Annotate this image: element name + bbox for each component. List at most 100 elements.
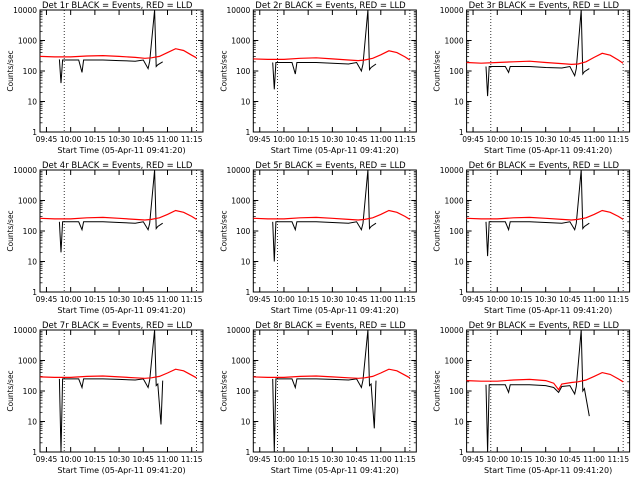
y-tick-label: 1000 (445, 197, 464, 206)
y-tick-label: 10 (454, 98, 464, 107)
x-tick-label: 09:45 (249, 455, 271, 464)
x-tick-label: 10:00 (273, 135, 295, 144)
detector-panel: Det 3r BLACK = Events, RED = LLD 1 10 100 10… (433, 1, 631, 155)
x-tick-label: 10:15 (297, 455, 319, 464)
y-tick-label: 100 (236, 227, 251, 236)
y-tick-label: 10000 (440, 166, 464, 175)
x-tick-label: 10:30 (108, 135, 130, 144)
x-tick-label: 11:15 (607, 295, 629, 304)
x-tick-label: 10:00 (60, 295, 82, 304)
lld-series-line (253, 50, 411, 62)
x-tick-label: 09:45 (462, 455, 484, 464)
x-tick-label: 10:15 (84, 295, 106, 304)
y-axis-label: Counts/sec (433, 50, 442, 91)
x-tick-label: 10:45 (346, 135, 368, 144)
y-tick-label: 1 (32, 448, 37, 457)
x-tick-label: 10:00 (486, 135, 508, 144)
x-tick-label: 09:45 (462, 135, 484, 144)
y-tick-label: 100 (236, 387, 251, 396)
x-tick-label: 10:30 (322, 455, 344, 464)
lld-series-line (466, 209, 624, 221)
x-tick-label: 10:15 (84, 455, 106, 464)
x-tick-label: 09:45 (462, 295, 484, 304)
y-tick-label: 100 (449, 387, 464, 396)
x-tick-label: 11:15 (607, 135, 629, 144)
x-tick-label: 10:15 (297, 135, 319, 144)
panel-title: Det 5r BLACK = Events, RED = LLD (255, 161, 406, 171)
y-tick-label: 1000 (445, 37, 464, 46)
panel-title: Det 3r BLACK = Events, RED = LLD (469, 1, 620, 11)
y-tick-label: 10000 (440, 326, 464, 335)
events-series-line (485, 9, 590, 97)
x-tick-label: 11:00 (370, 295, 392, 304)
y-axis-label: Counts/sec (6, 50, 15, 91)
lld-series-line (39, 48, 197, 59)
x-tick-label: 09:45 (36, 455, 58, 464)
y-tick-label: 100 (23, 67, 38, 76)
lld-series-line (466, 52, 624, 66)
y-tick-label: 10 (241, 258, 251, 267)
detector-panel: Det 4r BLACK = Events, RED = LLD 1 10 100 10… (6, 161, 204, 315)
y-tick-label: 1 (459, 448, 464, 457)
x-tick-label: 10:30 (322, 135, 344, 144)
x-axis-label: Start Time (05-Apr-11 09:41:20) (484, 146, 612, 155)
x-tick-label: 10:45 (559, 295, 581, 304)
x-tick-label: 10:45 (132, 295, 154, 304)
x-tick-label: 11:00 (370, 135, 392, 144)
x-axis-label: Start Time (05-Apr-11 09:41:20) (57, 306, 185, 315)
detector-panel: Det 1r BLACK = Events, RED = LLD 1 10 100 10… (6, 1, 204, 155)
x-tick-label: 11:15 (607, 455, 629, 464)
y-tick-label: 1000 (231, 37, 250, 46)
y-tick-label: 100 (236, 67, 251, 76)
x-tick-label: 10:30 (535, 295, 557, 304)
y-tick-label: 1 (459, 128, 464, 137)
detector-panel: Det 8r BLACK = Events, RED = LLD 1 10 100 10… (219, 321, 417, 475)
events-series-line (485, 169, 590, 257)
x-tick-label: 11:00 (157, 295, 179, 304)
detector-panel: Det 5r BLACK = Events, RED = LLD 1 10 100 10… (219, 161, 417, 315)
x-tick-label: 10:00 (60, 455, 82, 464)
events-series-line (58, 329, 164, 453)
y-tick-label: 1000 (18, 37, 37, 46)
lld-series-line (253, 368, 411, 379)
x-tick-label: 10:30 (535, 135, 557, 144)
x-tick-label: 10:00 (486, 455, 508, 464)
x-tick-label: 10:45 (132, 135, 154, 144)
y-axis-label: Counts/sec (6, 370, 15, 411)
y-tick-label: 100 (449, 227, 464, 236)
x-axis-label: Start Time (05-Apr-11 09:41:20) (57, 146, 185, 155)
y-tick-label: 10 (27, 98, 37, 107)
x-tick-label: 10:00 (486, 295, 508, 304)
y-tick-label: 1000 (18, 357, 37, 366)
y-tick-label: 1 (32, 128, 37, 137)
lld-series-line (39, 209, 197, 221)
detector-panel: Det 7r BLACK = Events, RED = LLD 1 10 100 10… (6, 321, 204, 475)
x-tick-label: 10:15 (511, 455, 533, 464)
x-tick-label: 09:45 (249, 135, 271, 144)
y-tick-label: 10000 (226, 326, 250, 335)
events-series-line (272, 169, 377, 262)
x-tick-label: 10:00 (273, 455, 295, 464)
x-tick-label: 10:30 (108, 455, 130, 464)
events-series-line (485, 329, 590, 453)
x-tick-label: 11:00 (583, 295, 605, 304)
y-tick-label: 1000 (231, 197, 250, 206)
x-tick-label: 10:15 (511, 135, 533, 144)
y-tick-label: 1 (459, 288, 464, 297)
x-tick-label: 10:45 (132, 455, 154, 464)
y-tick-label: 10000 (226, 6, 250, 15)
y-tick-label: 1 (246, 128, 251, 137)
x-axis-label: Start Time (05-Apr-11 09:41:20) (271, 306, 399, 315)
y-tick-label: 10 (241, 98, 251, 107)
x-tick-label: 10:30 (535, 455, 557, 464)
y-axis-label: Counts/sec (219, 50, 228, 91)
events-series-line (272, 9, 377, 90)
y-tick-label: 10000 (13, 166, 37, 175)
y-tick-label: 10000 (13, 6, 37, 15)
x-tick-label: 11:15 (181, 135, 203, 144)
x-axis-label: Start Time (05-Apr-11 09:41:20) (484, 306, 612, 315)
y-axis-label: Counts/sec (433, 210, 442, 251)
panel-title: Det 6r BLACK = Events, RED = LLD (469, 161, 620, 171)
x-tick-label: 11:00 (583, 135, 605, 144)
